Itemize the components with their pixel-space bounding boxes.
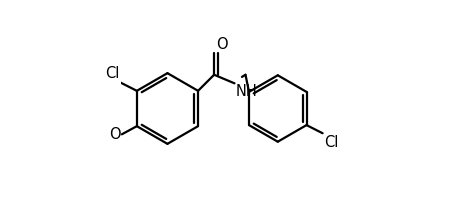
Text: NH: NH — [235, 84, 257, 99]
Text: Cl: Cl — [105, 66, 120, 81]
Text: O: O — [109, 127, 121, 142]
Text: O: O — [216, 37, 228, 52]
Text: Cl: Cl — [324, 135, 338, 150]
